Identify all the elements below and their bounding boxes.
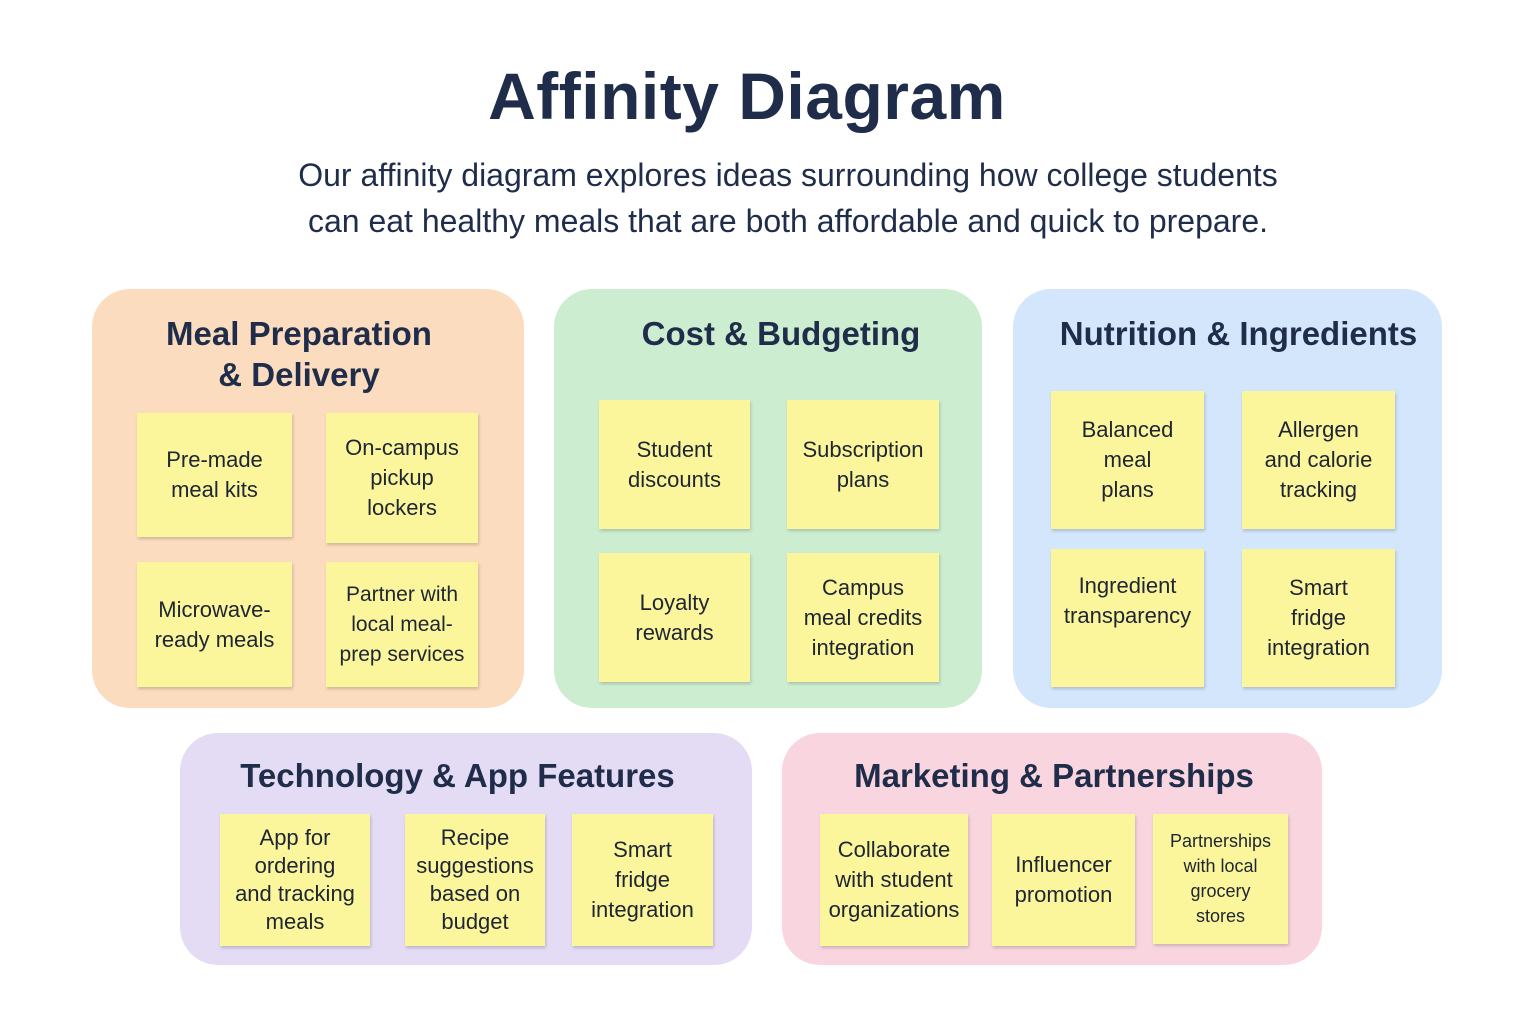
sticky-note: Partner with local meal-prep services [326, 562, 478, 687]
group-title-meal-preparation: Meal Preparation & Delivery [92, 313, 506, 395]
sticky-note-text: Student discounts [628, 435, 721, 495]
page-subtitle: Our affinity diagram explores ideas surr… [168, 152, 1408, 244]
sticky-note-text-line: with student [835, 867, 953, 892]
sticky-note-text-line: Smart [1289, 575, 1348, 600]
sticky-note-text-line: tracking [1279, 477, 1358, 502]
sticky-note-text-line: Loyalty [639, 589, 710, 615]
sticky-note-text-line: budget [441, 909, 509, 934]
sticky-note-text-line: Influencer [1015, 852, 1112, 877]
sticky-note: Loyalty rewards [599, 553, 750, 682]
sticky-note-text: Campus meal credits integration [804, 573, 923, 663]
sticky-note-text-line: Ingredient [1078, 573, 1177, 598]
sticky-note-text-line: integration [1267, 635, 1370, 660]
sticky-note-text: Smart fridge integration [1267, 573, 1370, 663]
sticky-note-text-line: Pre-made [166, 447, 263, 472]
sticky-note-text-line: fridge [614, 867, 671, 892]
sticky-note-text-line: discounts [628, 466, 721, 492]
sticky-note-text: Smart fridge integration [591, 835, 694, 925]
sticky-note-text-line: Partner with [345, 582, 459, 606]
sticky-note-text-line: Recipe [440, 825, 510, 850]
sticky-note-text-line: meal [1103, 447, 1152, 472]
sticky-note-text: Partnerships with local grocery stores [1170, 829, 1271, 929]
sticky-note-text-line: prep services [339, 642, 465, 666]
sticky-note-text: Influencer promotion [1015, 850, 1113, 910]
group-title-line-2: & Delivery [218, 356, 380, 393]
sticky-note: Ingredient transparency [1051, 549, 1204, 687]
sticky-note-text-line: stores [1195, 906, 1246, 926]
sticky-note-text: Loyalty rewards [635, 588, 713, 648]
sticky-note-text-line: transparency [1063, 603, 1192, 628]
sticky-note-text: On-campus pickup lockers [345, 433, 459, 523]
sticky-note-text: Allergen and calorie tracking [1265, 415, 1373, 505]
sticky-note-text-line: pickup [370, 465, 434, 490]
sticky-note-text: Collaborate with student organizations [829, 835, 960, 925]
sticky-note: Recipe suggestions based on budget [405, 814, 545, 946]
sticky-note-text-line: local meal- [351, 612, 453, 636]
sticky-note: Subscription plans [787, 400, 939, 529]
sticky-note-text: Ingredient transparency [1064, 571, 1191, 631]
sticky-note-text-line: with local [1183, 856, 1258, 876]
sticky-note-text-line: plans [1101, 477, 1154, 502]
sticky-note: On-campus pickup lockers [326, 413, 478, 543]
sticky-note: Collaborate with student organizations [820, 814, 968, 946]
sticky-note-text-line: ordering [254, 853, 336, 878]
group-title-marketing-partnerships: Marketing & Partnerships [854, 757, 1254, 794]
sticky-note-text-line: and tracking [235, 881, 355, 906]
sticky-note-text-line: Balanced [1081, 417, 1174, 442]
sticky-note: Smart fridge integration [1242, 549, 1395, 687]
sticky-note-text-line: App for [259, 825, 331, 850]
sticky-note-text: Microwave-ready meals [155, 595, 275, 655]
sticky-note-text-line: plans [836, 466, 890, 492]
sticky-note-text-line: and calorie [1264, 447, 1373, 472]
sticky-note-text-line: integration [591, 897, 694, 922]
sticky-note: App for ordering and tracking meals [220, 814, 370, 946]
sticky-note-text: App for ordering and tracking meals [235, 824, 355, 936]
sticky-note-text-line: suggestions [416, 853, 534, 878]
sticky-note-text-line: organizations [828, 897, 960, 922]
sticky-note-text: Recipe suggestions based on budget [416, 824, 533, 936]
sticky-note: Microwave-ready meals [137, 562, 292, 687]
sticky-note-text-line: Smart [613, 837, 672, 862]
sticky-note-text-line: promotion [1014, 882, 1113, 907]
sticky-note-text-line: Collaborate [837, 837, 951, 862]
sticky-note-text-line: rewards [635, 619, 714, 645]
sticky-note-text-line: Allergen [1278, 417, 1359, 442]
sticky-note: Student discounts [599, 400, 750, 529]
sticky-note: Pre-made meal kits [137, 413, 292, 537]
sticky-note-text-line: Microwave- [158, 596, 271, 622]
group-title-line-1: Meal Preparation [166, 315, 432, 352]
sticky-note-text-line: On-campus [345, 435, 459, 460]
sticky-note-text-line: meals [265, 909, 325, 934]
sticky-note-text-line: grocery [1190, 881, 1251, 901]
sticky-note-text-line: based on [429, 881, 521, 906]
group-title-nutrition-ingredients: Nutrition & Ingredients [1059, 315, 1418, 352]
group-title-technology-app-features: Technology & App Features [240, 757, 675, 794]
sticky-note-text-line: lockers [367, 495, 437, 520]
sticky-note-text-line: fridge [1290, 605, 1347, 630]
subtitle-line-2: can eat healthy meals that are both affo… [307, 203, 1269, 239]
sticky-note-text-line: ready meals [154, 626, 275, 652]
sticky-note-text: Partner with local meal-prep services [340, 580, 465, 670]
sticky-note-text-line: Campus [822, 574, 904, 600]
sticky-note: Balanced meal plans [1051, 391, 1204, 529]
page-title: Affinity Diagram [488, 59, 1006, 133]
sticky-note: Allergen and calorie tracking [1242, 391, 1395, 529]
subtitle-line-1: Our affinity diagram explores ideas surr… [298, 157, 1278, 193]
sticky-note-text-line: meal credits [803, 604, 923, 630]
sticky-note-text-line: Subscription [802, 436, 924, 462]
group-title-cost-budgeting: Cost & Budgeting [641, 315, 921, 352]
sticky-note-text: Subscription plans [802, 435, 923, 495]
sticky-note-text-line: integration [811, 634, 915, 660]
sticky-note-text-line: Student [636, 436, 713, 462]
sticky-note: Smart fridge integration [572, 814, 713, 946]
sticky-note: Campus meal credits integration [787, 553, 939, 682]
sticky-note-text: Balanced meal plans [1082, 415, 1174, 505]
sticky-note: Partnerships with local grocery stores [1153, 814, 1288, 944]
sticky-note-text-line: Partnerships [1169, 831, 1272, 851]
sticky-note-text: Pre-made meal kits [166, 445, 263, 505]
sticky-note: Influencer promotion [992, 814, 1135, 946]
sticky-note-text-line: meal kits [171, 477, 258, 502]
